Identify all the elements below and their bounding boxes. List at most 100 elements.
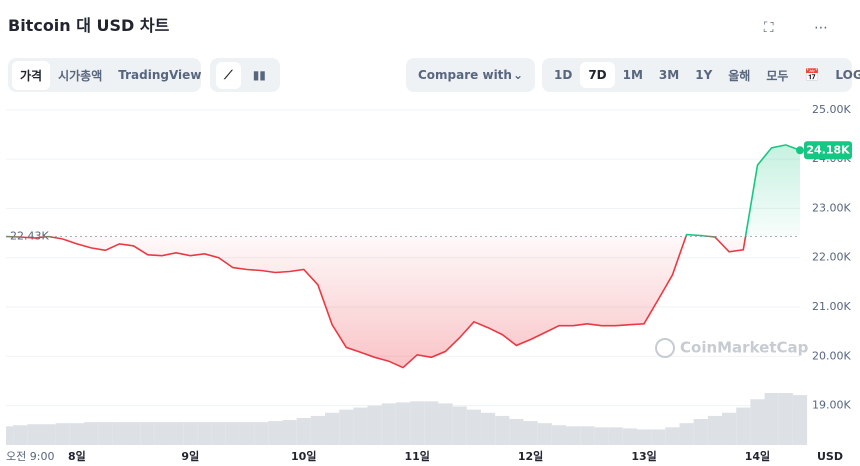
x-tick-label: 11일 xyxy=(404,449,429,463)
watermark-logo xyxy=(655,338,675,358)
volume-bar xyxy=(197,422,212,445)
watermark: CoinMarketCap xyxy=(680,339,809,357)
volume-bar xyxy=(183,422,198,445)
range-button[interactable]: 모두 xyxy=(766,68,789,83)
y-tick-label: 24.00K xyxy=(812,152,851,165)
volume-bar xyxy=(254,422,269,445)
volume-bar xyxy=(27,424,42,445)
price-tag-label: 24.18K xyxy=(806,143,850,156)
volume-bar xyxy=(736,407,751,445)
dropdown-arrow: ⌄ xyxy=(512,68,523,82)
volume-bar xyxy=(679,423,694,445)
last-point xyxy=(796,146,804,155)
y-tick-label: 21.00K xyxy=(812,300,851,313)
volume-bar xyxy=(636,429,652,445)
volume-bar xyxy=(523,421,538,445)
volume-bar xyxy=(83,422,99,445)
volume-bar xyxy=(112,422,127,445)
x-tick-label: 10일 xyxy=(291,449,316,463)
volume-bar xyxy=(225,422,240,445)
tab-group: 가격 시가총액 TradingView xyxy=(8,58,201,92)
x-tick-label: 8일 xyxy=(68,449,86,463)
volume-bar xyxy=(353,407,368,445)
range-button[interactable]: 1D xyxy=(554,68,573,82)
log-button[interactable]: LOG xyxy=(835,68,860,82)
volume-bar xyxy=(381,403,396,445)
range-button[interactable]: 1M xyxy=(622,68,643,82)
volume-bar xyxy=(707,415,723,445)
volume-bar xyxy=(566,426,581,445)
chart-title: Bitcoin 대 USD 차트 xyxy=(8,16,170,35)
volume-bar xyxy=(55,423,70,445)
range-button[interactable]: 올해 xyxy=(728,68,751,83)
volume-bar xyxy=(69,423,84,445)
volume-bar xyxy=(622,428,637,445)
candle-style-button[interactable]: ▮▮ xyxy=(252,68,266,82)
volume-bar xyxy=(764,393,779,445)
x-tick-label: 14일 xyxy=(745,449,770,463)
tab[interactable]: 가격 xyxy=(12,60,51,90)
volume-bar xyxy=(211,422,226,445)
x-tick-label: 9일 xyxy=(181,449,199,463)
range-button[interactable]: 7D xyxy=(580,62,615,88)
volume-bar xyxy=(551,425,567,445)
volume-bar xyxy=(339,409,354,445)
volume-bar xyxy=(480,412,496,445)
chart-style-group: ⟋ ▮▮ xyxy=(210,58,280,92)
range-button[interactable]: 3M xyxy=(658,68,680,82)
y-tick-label: 22.00K xyxy=(812,251,851,264)
unit-label: USD xyxy=(817,450,843,463)
volume-bar xyxy=(13,425,28,445)
compare-label: Compare with xyxy=(418,68,512,82)
price-tag xyxy=(804,141,852,160)
volume-bar xyxy=(693,419,708,445)
volume-bar xyxy=(608,427,623,445)
calendar-button[interactable]: 📅 xyxy=(804,68,820,82)
area xyxy=(6,144,800,368)
range-button[interactable]: 1Y xyxy=(695,68,713,82)
volume-bar xyxy=(722,412,737,445)
volume-bar xyxy=(495,415,510,445)
x-tick-label: 13일 xyxy=(631,449,656,463)
volume-bar xyxy=(367,405,382,445)
y-tick-label: 19.00K xyxy=(812,399,851,412)
volume-bar xyxy=(98,422,113,445)
compare-dropdown[interactable]: Compare with ⌄ xyxy=(406,58,535,92)
volume-bar xyxy=(395,402,411,445)
x-tick-label: 오전 9:00 xyxy=(6,450,54,463)
volume-bar xyxy=(509,419,524,445)
baseline-label: 22.43K xyxy=(10,230,49,243)
volume-bar xyxy=(537,423,552,445)
volume-bar xyxy=(580,426,595,445)
line-style-button[interactable]: ⟋ xyxy=(216,61,241,89)
volume-bar xyxy=(41,424,56,445)
tab[interactable]: 시가총액 xyxy=(58,68,103,83)
volume-bar xyxy=(750,399,765,445)
header-icons[interactable]: ⛶ ⋯ xyxy=(763,20,846,36)
volume-bar xyxy=(268,421,283,445)
volume-bar xyxy=(792,395,808,445)
volume-bar xyxy=(6,426,14,445)
y-tick-label: 20.00K xyxy=(812,349,851,362)
volume-bar xyxy=(410,401,425,445)
volume-bar xyxy=(438,403,453,445)
y-tick-label: 23.00K xyxy=(812,201,851,214)
volume-bar xyxy=(665,427,680,445)
volume-bar xyxy=(169,422,184,445)
y-tick-label: 25.00K xyxy=(812,103,851,116)
volume-bar xyxy=(296,417,311,445)
volume-bar xyxy=(452,406,467,445)
range-group: 1D 7D 1M 3M 1Y 올해 모두 📅 LOG xyxy=(542,58,860,92)
volume-bar xyxy=(466,409,481,445)
tab[interactable]: TradingView xyxy=(118,68,202,82)
volume-bar xyxy=(126,422,141,445)
volume-bar xyxy=(778,393,793,445)
volume-bar xyxy=(154,422,170,445)
volume-bar xyxy=(282,420,297,445)
volume-bar xyxy=(325,412,340,445)
volume-bar xyxy=(310,415,326,445)
volume-bar xyxy=(651,429,666,445)
volume-bar xyxy=(594,427,609,445)
volume-bar xyxy=(140,422,155,445)
